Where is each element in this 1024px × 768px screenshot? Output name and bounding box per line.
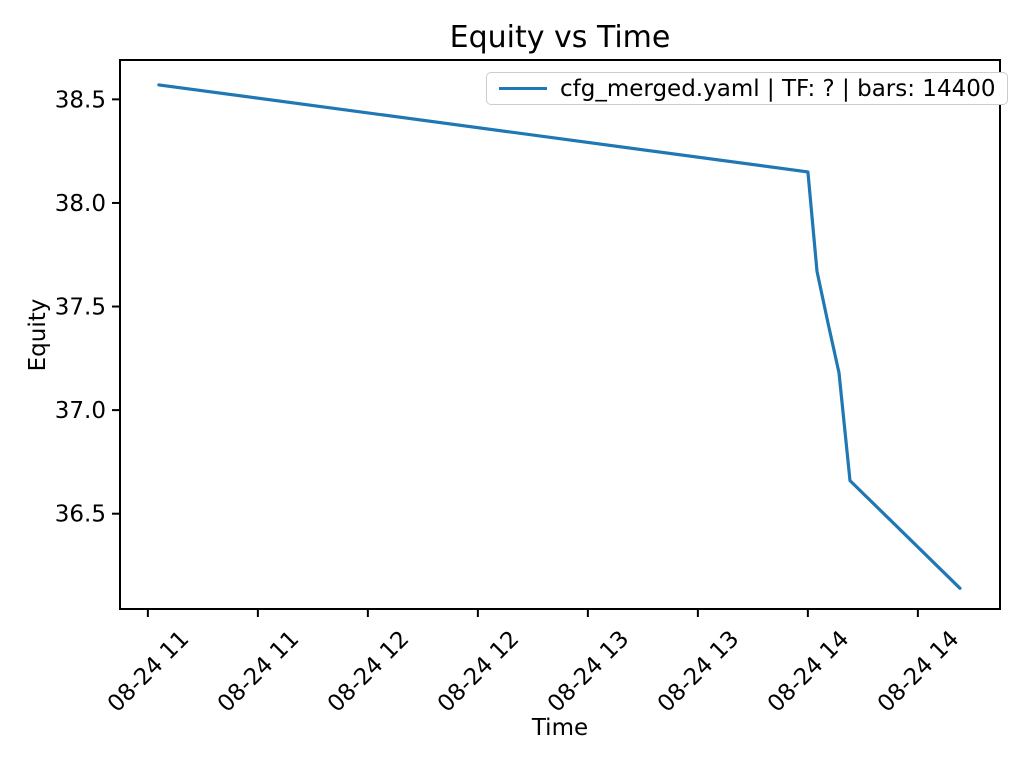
x-tick-label: 08-24 12 <box>323 626 415 718</box>
x-tick-label: 08-24 12 <box>433 626 525 718</box>
legend: cfg_merged.yaml | TF: ? | bars: 14400 <box>486 72 1009 105</box>
x-axis-label: Time <box>531 715 588 741</box>
y-tick-label: 38.5 <box>55 87 106 113</box>
legend-label: cfg_merged.yaml | TF: ? | bars: 14400 <box>560 75 996 102</box>
chart-title: Equity vs Time <box>450 20 671 55</box>
y-axis-label: Equity <box>25 299 51 372</box>
legend-line-swatch <box>499 86 547 91</box>
y-tick-label: 38.0 <box>55 191 106 217</box>
y-axis-ticks: 36.5 37.0 37.5 38.0 38.5 <box>55 87 120 528</box>
x-tick-label: 08-24 11 <box>213 626 305 718</box>
plot-border <box>119 59 1001 610</box>
x-tick-label: 08-24 13 <box>653 626 745 718</box>
equity-series-line <box>157 83 962 590</box>
x-tick-label: 08-24 11 <box>103 626 195 718</box>
x-tick-label: 08-24 13 <box>543 626 635 718</box>
x-tick-label: 08-24 14 <box>873 626 965 718</box>
y-tick-label: 37.0 <box>55 398 106 424</box>
x-tick-label: 08-24 14 <box>763 626 855 718</box>
x-axis-ticks: 08-24 11 08-24 11 08-24 12 08-24 12 08-24 13… <box>103 609 965 718</box>
y-tick-label: 37.5 <box>55 295 106 321</box>
y-tick-label: 36.5 <box>55 502 106 528</box>
